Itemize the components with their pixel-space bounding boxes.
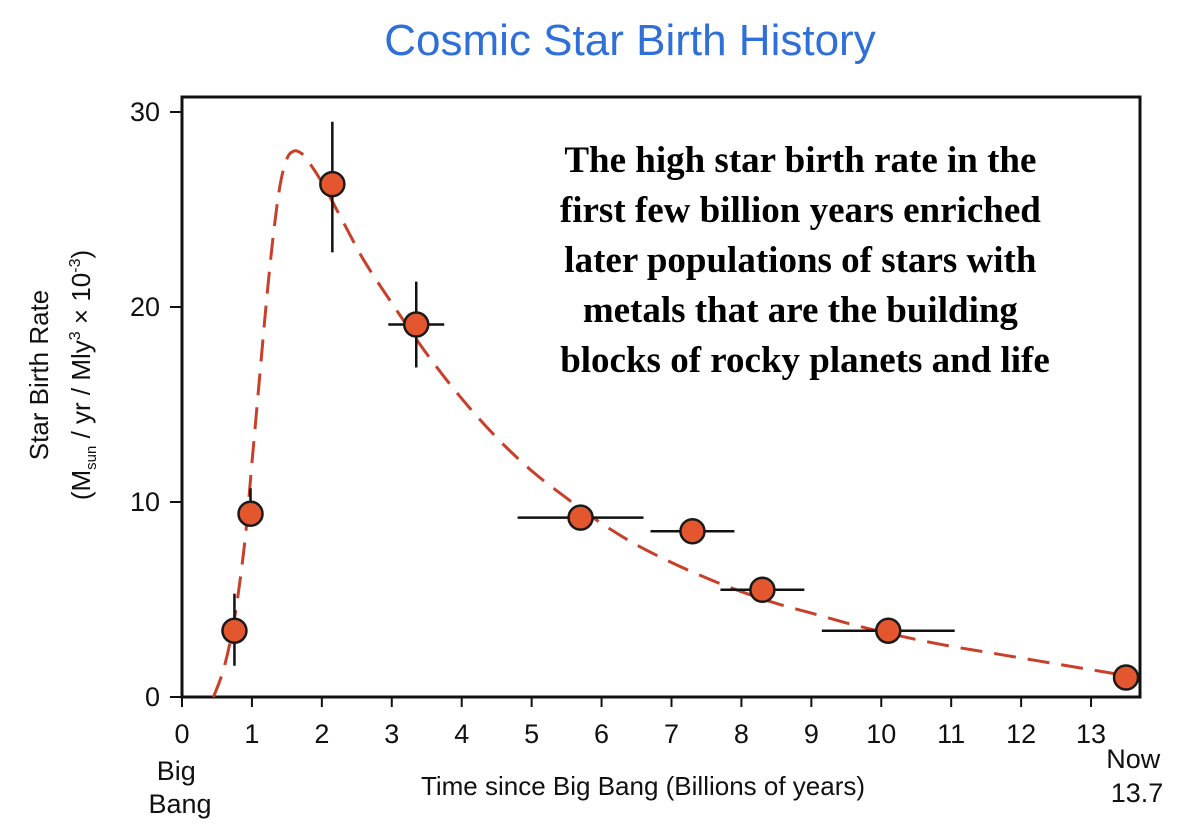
x-tick-label: 4: [454, 719, 469, 749]
data-point-group: [1112, 664, 1140, 691]
x-axis: 0 1 2 3 4 5 6 7 8 9 10 11 12 13: [174, 697, 1106, 749]
y-tick-label: 30: [130, 97, 160, 127]
annotation-text: The high star birth rate in the first fe…: [560, 140, 1050, 381]
y-tick-label: 10: [130, 487, 160, 517]
x-tick-label: 9: [804, 719, 819, 749]
x-tick-label: 3: [384, 719, 399, 749]
x-tick-label: 8: [734, 719, 749, 749]
x-tick-label: 5: [524, 719, 539, 749]
x-tick-label: 2: [314, 719, 329, 749]
data-point-group: [319, 121, 346, 253]
data-point: [567, 504, 594, 531]
x-tick-label: 1: [244, 719, 259, 749]
x-tick-label: 10: [866, 719, 896, 749]
plot-frame: [180, 95, 1142, 699]
fit-curve: [212, 149, 1127, 698]
y-axis-units: (Msun / yr / Mly3 × 10-3): [66, 250, 100, 500]
data-point: [875, 617, 902, 644]
x-axis-label: Time since Big Bang (Billions of years): [421, 771, 865, 801]
data-point: [749, 576, 776, 603]
chart-title: Cosmic Star Birth History: [384, 16, 875, 65]
data-points: [221, 121, 1140, 691]
x-tick-label: 0: [174, 719, 189, 749]
data-point: [237, 500, 264, 527]
data-point-group: [388, 281, 445, 368]
y-tick-label: 20: [130, 292, 160, 322]
data-point: [403, 311, 430, 338]
data-point-group: [237, 488, 264, 527]
data-point-group: [821, 617, 955, 644]
data-point: [1112, 664, 1140, 691]
y-tick-label: 0: [145, 682, 160, 712]
now-label: Now 13.7: [1106, 744, 1168, 808]
x-tick-label: 6: [594, 719, 609, 749]
big-bang-label: Big Bang: [148, 756, 211, 819]
x-tick-label: 12: [1006, 719, 1036, 749]
data-point-group: [650, 518, 735, 545]
x-tick-label: 13: [1076, 719, 1106, 749]
x-tick-label: 11: [937, 719, 965, 749]
data-point-group: [221, 593, 248, 666]
data-point-group: [517, 504, 644, 531]
data-point: [221, 617, 248, 644]
y-axis: 0 10 20 30: [130, 97, 182, 712]
data-point: [679, 518, 706, 545]
data-point: [319, 170, 346, 198]
y-axis-label: Star Birth Rate: [24, 290, 54, 461]
x-tick-label: 7: [664, 719, 679, 749]
data-point-group: [720, 576, 805, 603]
